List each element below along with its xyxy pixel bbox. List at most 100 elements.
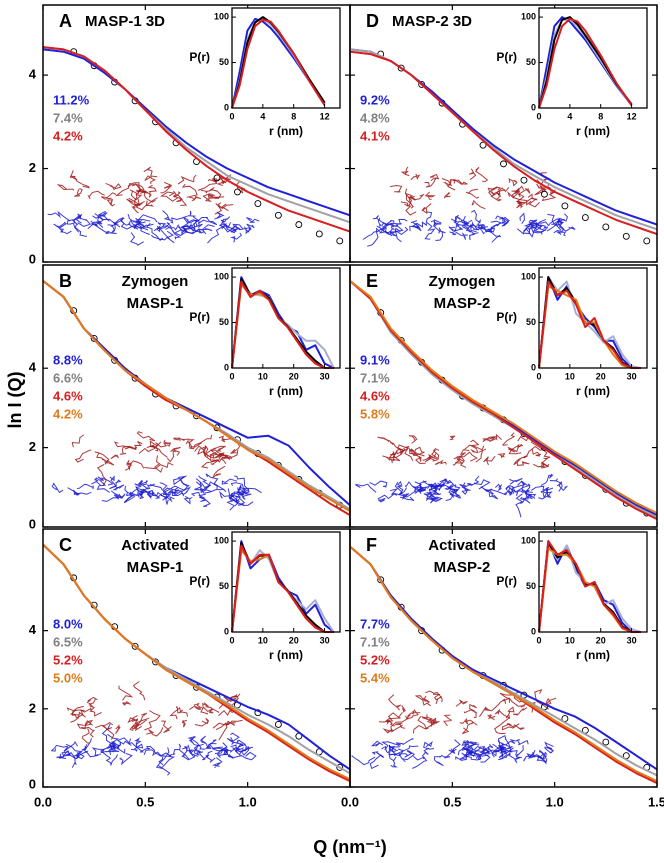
structure-strand bbox=[160, 181, 173, 194]
data-point bbox=[213, 174, 221, 182]
panel-title: Activated bbox=[428, 537, 496, 554]
inset-x-tick-label: 10 bbox=[565, 371, 575, 381]
structure-strand bbox=[134, 479, 143, 489]
structure-strand bbox=[432, 478, 446, 489]
fit-annotation: 7.1% bbox=[360, 634, 390, 649]
structure-strand bbox=[424, 191, 436, 200]
structure-strand bbox=[452, 179, 468, 185]
structure-strand bbox=[76, 483, 94, 490]
structure-strand bbox=[367, 227, 381, 247]
structure-strand bbox=[186, 226, 198, 232]
structure-strand bbox=[69, 170, 78, 181]
curve bbox=[538, 276, 641, 369]
structure-strand bbox=[475, 448, 487, 463]
structure-strand bbox=[215, 202, 234, 210]
structure-strand bbox=[86, 696, 98, 704]
structure-strand bbox=[459, 482, 474, 489]
structure-strand bbox=[119, 445, 133, 455]
structure-strand bbox=[542, 751, 548, 760]
structure-strand bbox=[362, 228, 383, 240]
panel: 0.0 0.5 1.0 1.5 F Activated MASP-2 7.7% 7.1% 5.2%… bbox=[341, 528, 664, 809]
curve bbox=[350, 545, 657, 783]
structure-strand bbox=[491, 698, 507, 712]
structure-strand bbox=[213, 445, 226, 452]
structure-strand bbox=[194, 481, 203, 491]
structure-image bbox=[362, 166, 576, 247]
curve bbox=[350, 545, 657, 771]
structure-strand bbox=[355, 483, 377, 493]
fit-annotation: 6.5% bbox=[53, 634, 83, 649]
structure-image bbox=[51, 431, 262, 511]
structure-strand bbox=[182, 210, 196, 221]
inset: 0 10 20 30 0 50 100 P(r) r (nm) bbox=[189, 531, 341, 662]
data-point bbox=[643, 237, 651, 245]
structure-strand bbox=[124, 441, 143, 450]
inset-y-tick-label: 100 bbox=[214, 11, 229, 21]
panel-letter: F bbox=[366, 535, 377, 555]
structure-strand bbox=[137, 219, 150, 235]
structure-strand bbox=[72, 705, 92, 713]
fit-annotation: 9.2% bbox=[360, 92, 390, 107]
inset-x-tick-label: 20 bbox=[289, 635, 299, 645]
y-tick-label: 4 bbox=[29, 67, 37, 82]
structure-strand bbox=[461, 224, 472, 233]
structure-strand bbox=[112, 740, 126, 754]
structure-strand bbox=[196, 750, 210, 761]
inset-x-tick-label: 8 bbox=[291, 111, 296, 121]
structure-strand bbox=[433, 219, 442, 227]
structure-strand bbox=[138, 444, 156, 454]
structure-strand bbox=[212, 757, 223, 768]
structure-strand bbox=[183, 744, 193, 754]
structure-strand bbox=[495, 483, 503, 492]
structure-strand bbox=[544, 747, 555, 754]
structure-strand bbox=[127, 715, 138, 724]
structure-strand bbox=[505, 706, 515, 719]
structure-strand bbox=[369, 754, 385, 770]
structure-strand bbox=[98, 210, 110, 222]
panel-title: MASP-2 3D bbox=[392, 13, 472, 30]
inset-y-tick-label: 50 bbox=[219, 57, 229, 67]
structure-strand bbox=[163, 439, 171, 447]
structure-strand bbox=[114, 182, 138, 197]
structure-strand bbox=[417, 715, 429, 730]
fit-annotation: 7.4% bbox=[53, 110, 83, 125]
structure-strand bbox=[192, 216, 203, 228]
data-point bbox=[397, 64, 405, 72]
structure-strand bbox=[166, 450, 177, 463]
fit-annotation: 4.1% bbox=[360, 128, 390, 143]
inset-x-tick-label: 4 bbox=[260, 111, 265, 121]
data-point bbox=[336, 764, 344, 771]
panel-title: MASP-2 bbox=[434, 559, 491, 576]
structure-strand bbox=[528, 223, 540, 231]
structure-strand bbox=[515, 200, 523, 209]
inset-y-tick-label: 100 bbox=[214, 271, 229, 281]
fit-annotation: 7.1% bbox=[360, 370, 390, 385]
panel-title: MASP-1 3D bbox=[85, 13, 165, 30]
panel-title: Activated bbox=[121, 537, 189, 554]
panel: 0 2 4 B Zymogen MASP-1 8.8% 6.6% 4.6% 4.2% 0 10 20 30… bbox=[29, 264, 351, 531]
curve bbox=[43, 543, 350, 781]
inset-x-tick-label: 0 bbox=[229, 111, 234, 121]
structure-strand bbox=[109, 744, 117, 755]
inset-y-label: P(r) bbox=[189, 574, 210, 588]
structure-strand bbox=[169, 707, 184, 720]
inset-x-tick-label: 30 bbox=[320, 635, 330, 645]
structure-strand bbox=[491, 746, 506, 757]
structure-strand bbox=[557, 220, 576, 232]
structure-strand bbox=[389, 225, 404, 235]
structure-strand bbox=[188, 736, 204, 747]
structure-strand bbox=[153, 455, 163, 473]
structure-strand bbox=[421, 203, 432, 214]
data-point bbox=[622, 232, 630, 240]
structure-strand bbox=[409, 193, 425, 201]
data-point bbox=[274, 211, 282, 219]
inset-y-tick-label: 0 bbox=[531, 102, 536, 112]
inset-frame bbox=[538, 267, 648, 369]
structure-strand bbox=[461, 486, 471, 495]
structure-strand bbox=[531, 449, 542, 457]
structure-strand bbox=[414, 695, 431, 707]
structure-strand bbox=[82, 728, 90, 744]
structure-strand bbox=[235, 496, 246, 506]
structure-strand bbox=[395, 737, 414, 746]
